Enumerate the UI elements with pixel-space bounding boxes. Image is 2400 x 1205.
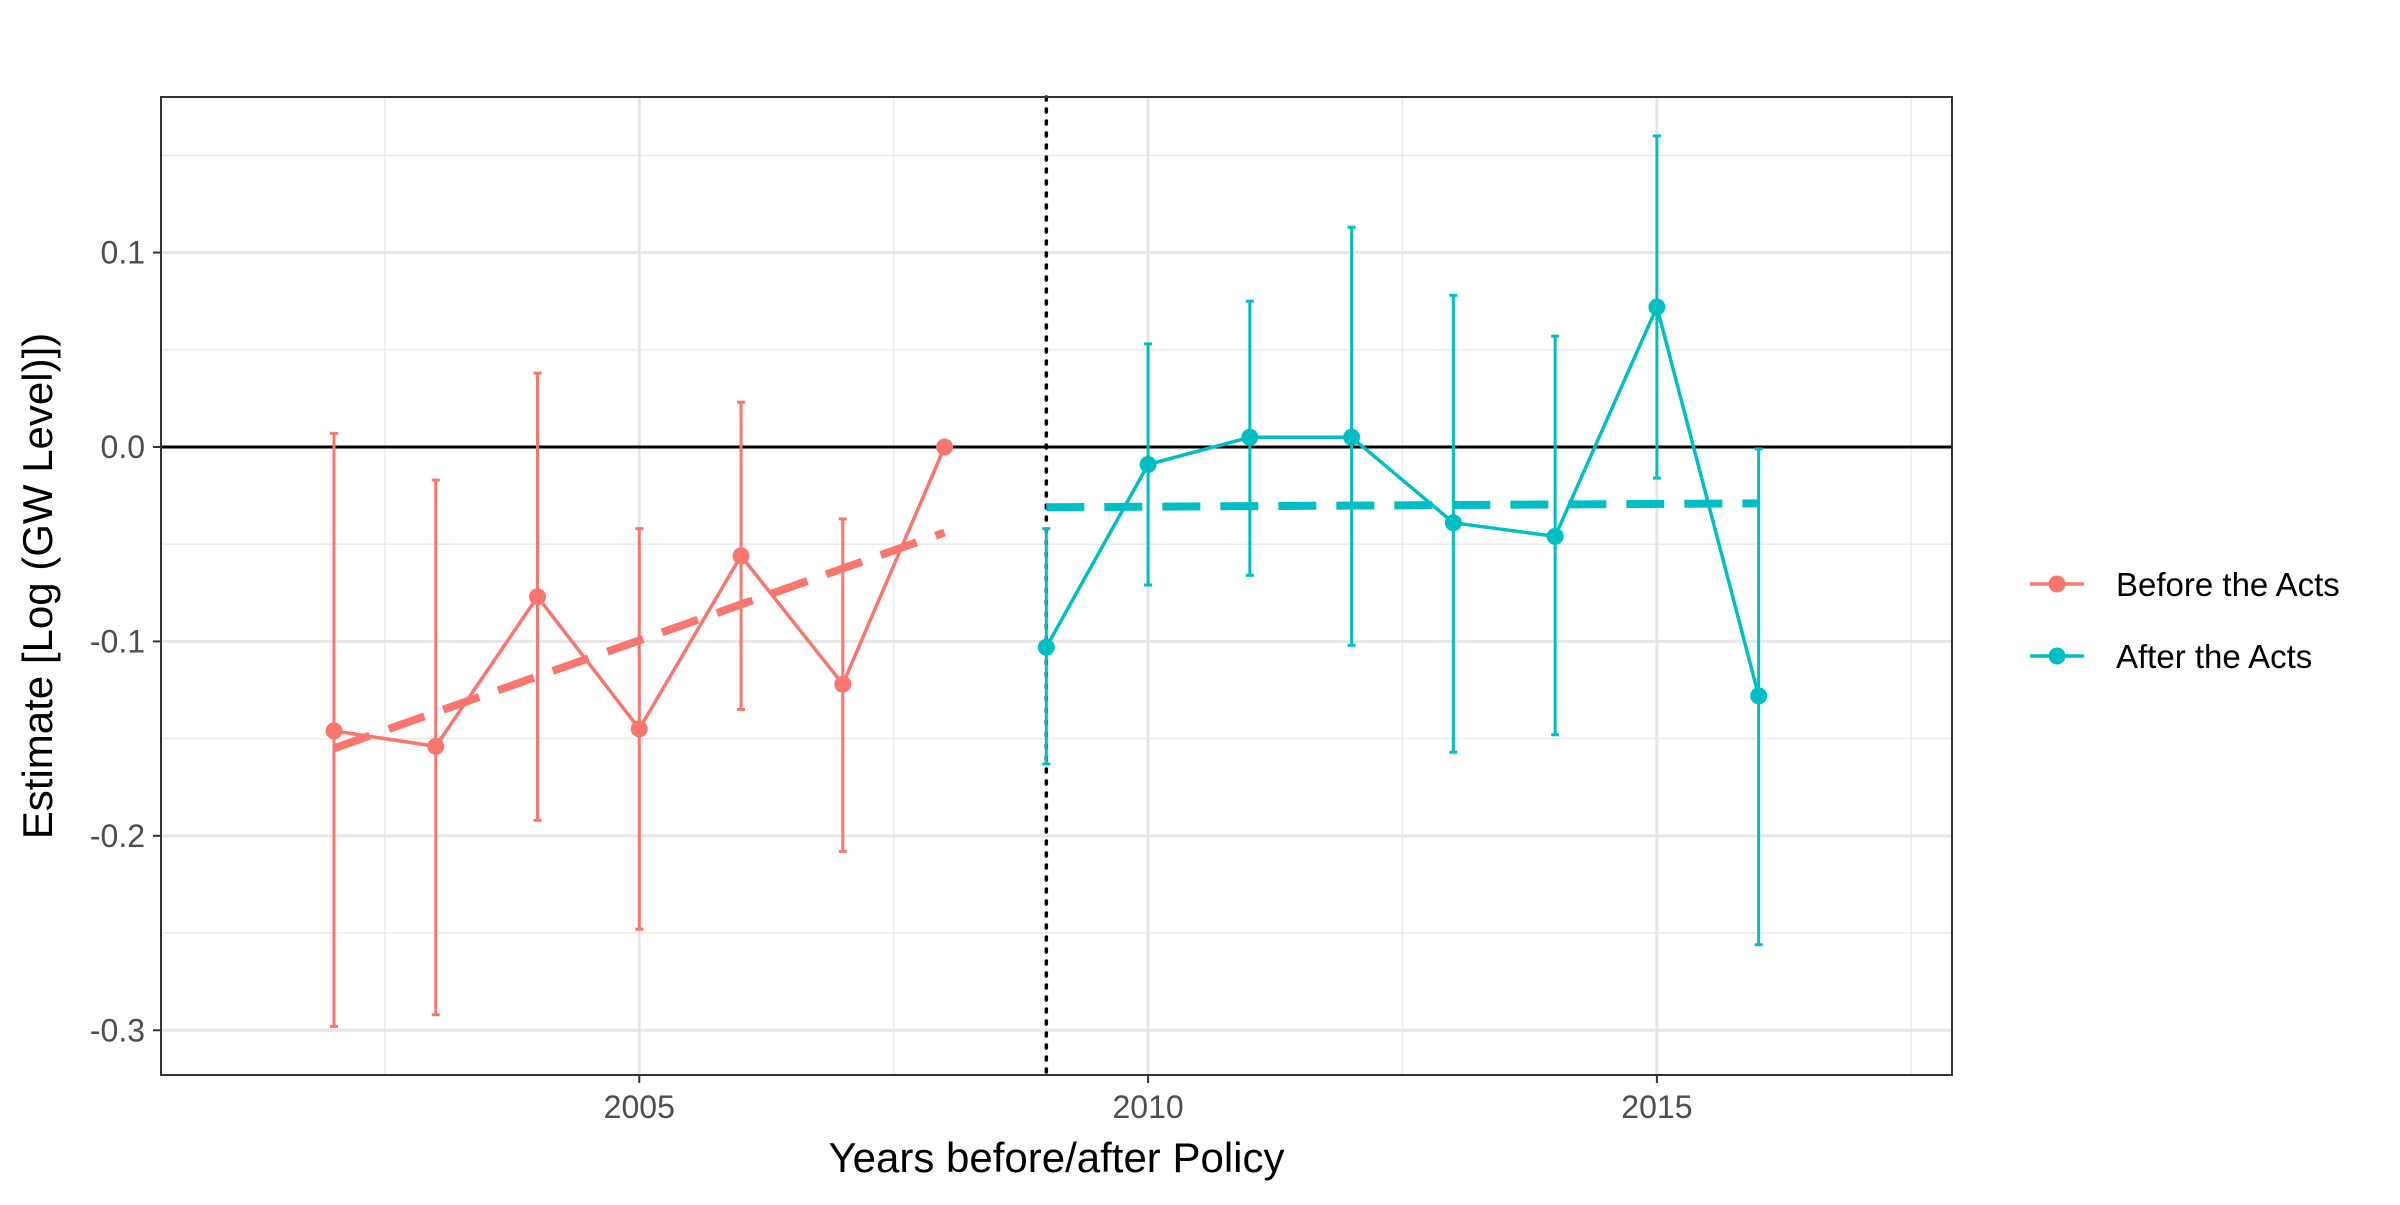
reference-lines bbox=[161, 95, 1952, 1077]
legend-item-before-the-acts: Before the Acts bbox=[2030, 566, 2340, 603]
y-tick-label: -0.1 bbox=[90, 623, 145, 659]
trend-line bbox=[332, 528, 946, 753]
data-point bbox=[325, 722, 343, 740]
data-point bbox=[1343, 428, 1361, 446]
data-point bbox=[1546, 527, 1564, 545]
legend-key-point bbox=[2048, 575, 2066, 593]
data-point bbox=[936, 438, 954, 456]
data-point bbox=[1139, 455, 1157, 473]
data-point bbox=[1444, 514, 1462, 532]
data-point bbox=[732, 547, 750, 565]
legend-item-after-the-acts: After the Acts bbox=[2030, 638, 2312, 675]
data-point bbox=[1648, 298, 1666, 316]
series-layer bbox=[325, 134, 1768, 1028]
y-tick-label: 0.1 bbox=[101, 235, 145, 271]
y-axis-title: Estimate [Log (GW Level)]) bbox=[14, 333, 61, 839]
y-tick-label: -0.3 bbox=[90, 1012, 145, 1048]
data-point bbox=[1750, 687, 1768, 705]
data-point bbox=[529, 588, 547, 606]
legend-label: After the Acts bbox=[2116, 638, 2312, 675]
legend-label: Before the Acts bbox=[2116, 566, 2340, 603]
y-tick-label: 0.0 bbox=[101, 429, 145, 465]
trend-line bbox=[1046, 499, 1759, 512]
x-tick-label: 2015 bbox=[1621, 1089, 1692, 1125]
gridlines bbox=[161, 97, 1952, 1075]
series-line bbox=[1044, 305, 1761, 697]
legend-key-point bbox=[2048, 647, 2066, 665]
axis-ticks: 2005 2010 2015 0.1 0.0 -0.1 -0.2 -0.3 bbox=[90, 235, 1693, 1125]
data-point bbox=[1037, 638, 1055, 656]
data-point bbox=[1241, 428, 1259, 446]
series-before-the-acts bbox=[325, 371, 954, 1028]
data-point bbox=[630, 720, 648, 738]
x-tick-label: 2010 bbox=[1112, 1089, 1183, 1125]
x-axis-title: Years before/after Policy bbox=[828, 1134, 1284, 1181]
plot-panel-border bbox=[160, 96, 1953, 1076]
series-after-the-acts bbox=[1037, 134, 1768, 947]
x-tick-label: 2005 bbox=[604, 1089, 675, 1125]
y-tick-label: -0.2 bbox=[90, 818, 145, 854]
legend: Before the Acts After the Acts bbox=[2030, 566, 2340, 675]
data-point bbox=[427, 737, 445, 755]
data-point bbox=[834, 675, 852, 693]
